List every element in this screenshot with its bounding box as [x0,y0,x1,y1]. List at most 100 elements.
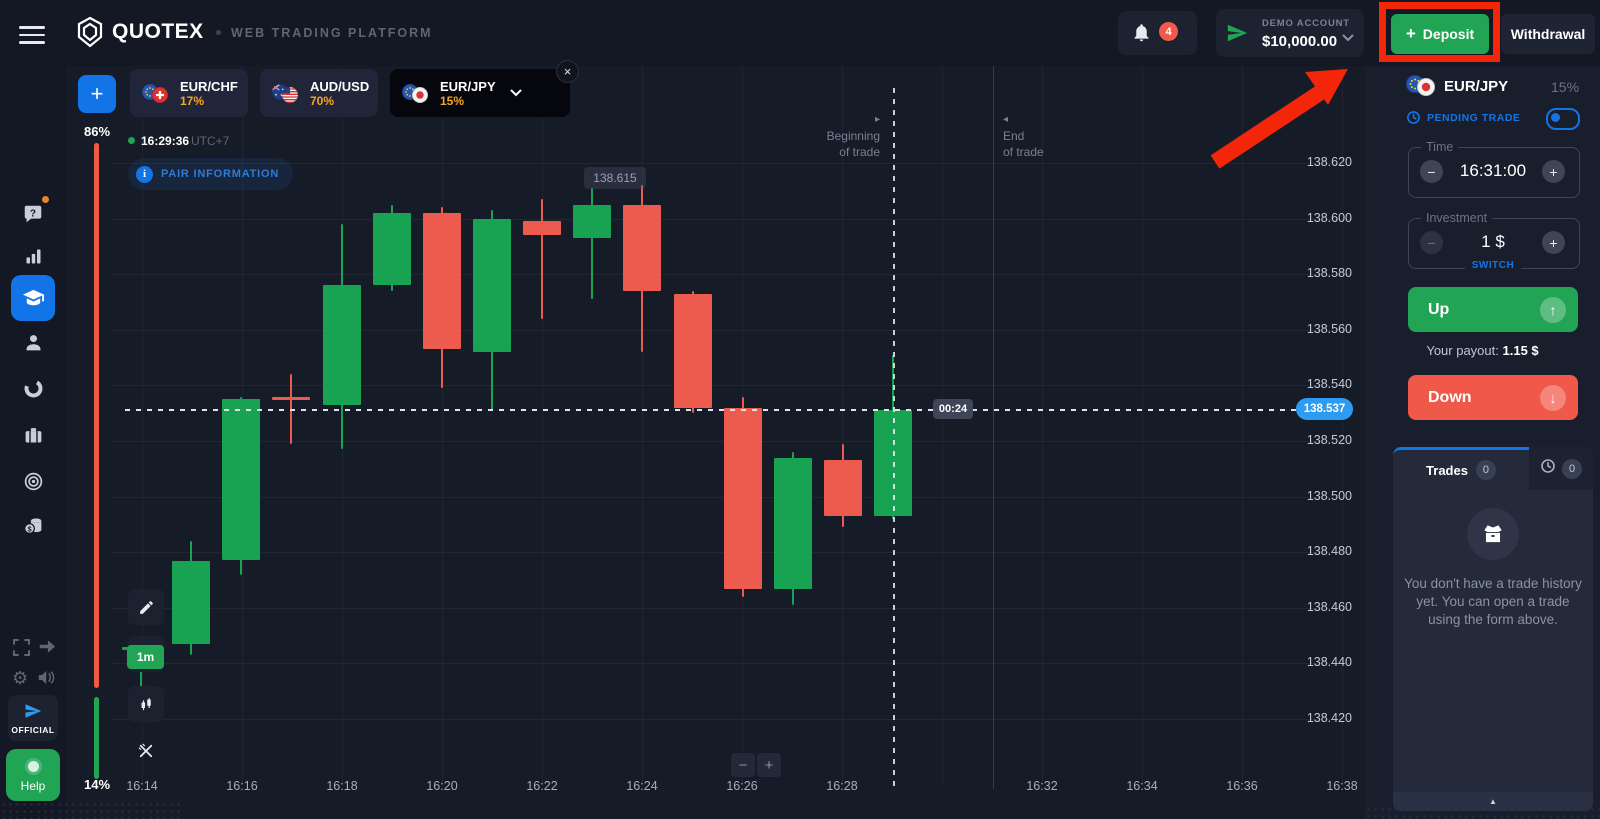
current-price-line [125,409,1355,411]
notification-dot [42,196,49,203]
gridline-horizontal [110,663,1354,664]
time-increase-button[interactable]: + [1542,160,1565,183]
candle-16:26 [724,408,762,589]
sentiment-bar-down [94,143,99,688]
panel-pair-name: EUR/JPY [1444,78,1509,95]
help-button[interactable]: Help [6,749,60,801]
deposit-button[interactable]: + Deposit [1391,14,1489,54]
account-selector[interactable]: DEMO ACCOUNT $10,000.00 [1216,9,1364,57]
withdrawal-button[interactable]: Withdrawal [1501,14,1595,54]
flag-ch-icon [151,86,168,108]
briefcase-icon [23,425,44,446]
asset-tab-AUD-USD[interactable]: AUD/USD 70% [260,69,378,117]
investment-decrease-button[interactable]: − [1420,231,1443,254]
price-tick-label: 138.600 [1306,211,1352,225]
tab-trades[interactable]: Trades 0 [1393,447,1529,490]
switch-button[interactable]: SWITCH [1465,260,1521,271]
sentiment-bar-up [94,697,99,779]
zoom-out-button[interactable]: − [731,753,755,777]
drawing-pencil-button[interactable] [128,589,164,625]
donut-chart-icon [23,378,44,399]
timeframe-badge[interactable]: 1m [127,645,164,669]
time-field-value[interactable]: 16:31:00 [1459,161,1527,180]
price-tick-label: 138.580 [1306,266,1352,280]
account-type-label: DEMO ACCOUNT [1262,18,1350,29]
gridline-vertical [942,66,943,785]
fullscreen-icon[interactable] [12,638,31,661]
flag-jp-icon [1417,78,1436,101]
sidebar-item-education[interactable] [11,275,55,321]
gridline-horizontal [110,274,1354,275]
down-button[interactable]: Down ↓ [1408,375,1578,420]
pair-information-label: PAIR INFORMATION [161,168,280,180]
chevron-down-icon [1342,29,1354,47]
asset-tab-EUR-JPY[interactable]: EUR/JPY 15% × [390,60,579,117]
time-tick-label: 16:28 [826,779,858,793]
plus-icon: + [90,81,104,106]
settings-gear-icon[interactable]: ⚙ [12,668,29,688]
current-price-pill: 138.537 [1296,398,1353,420]
official-telegram-badge[interactable]: OFFICIAL [8,695,58,741]
candle-16:25 [674,294,712,408]
sidebar-item-bonuses[interactable]: $ [11,505,55,545]
crosshair-off-button[interactable] [128,733,164,769]
end-of-trade-line [993,66,994,789]
flag-jp-icon [411,86,428,108]
up-button[interactable]: Up ↑ [1408,287,1578,332]
time-decrease-button[interactable]: − [1420,160,1443,183]
volume-icon[interactable] [38,670,56,690]
chart-type-button[interactable] [128,686,164,722]
candle-16:18 [323,285,361,405]
sidebar-item-support[interactable]: ? [11,194,55,234]
help-label: Help [20,778,46,793]
pair-flags-icon [1406,75,1440,97]
chevron-down-icon[interactable] [509,84,522,102]
time-tick-label: 16:16 [226,779,258,793]
sidebar-item-tournaments[interactable] [11,461,55,501]
add-asset-button[interactable]: + [78,75,116,113]
empty-trades-message: You don't have a trade history yet. You … [1404,576,1582,627]
arrow-down-icon: ↓ [1540,384,1566,411]
notifications-button[interactable]: 4 [1118,11,1197,55]
top-bar: QUOTEX WEB TRADING PLATFORM 4 DEMO ACCOU… [0,0,1600,66]
hamburger-menu-icon[interactable] [19,21,45,49]
time-tick-label: 16:26 [726,779,758,793]
candle-16:24 [623,205,661,291]
gridline-vertical [542,66,543,785]
sidebar-item-trades[interactable] [11,368,55,408]
session-high-label: 138.615 [584,167,646,189]
time-field-label: Time [1421,140,1459,154]
time-tick-label: 16:32 [1026,779,1058,793]
arrow-up-icon: ↑ [1540,296,1566,323]
sidebar-item-market[interactable] [11,415,55,455]
collapse-panel-arrow-icon[interactable] [38,639,56,659]
time-tick-label: 16:18 [326,779,358,793]
gridline-horizontal [110,219,1354,220]
trades-tab-label: Trades [1426,462,1468,478]
collapse-up-icon: ▲ [1489,797,1497,806]
sidebar-item-ratings[interactable] [11,236,55,276]
marker-left-icon: ◂ [1003,114,1009,125]
sidebar-item-account[interactable] [11,322,55,362]
price-tick-label: 138.440 [1306,655,1352,669]
gridline-vertical [1142,66,1143,785]
candle-wick [140,644,142,700]
investment-increase-button[interactable]: + [1542,231,1565,254]
chart-area[interactable] [66,66,1365,819]
tab-history[interactable]: 0 [1529,447,1593,490]
gridline-horizontal [110,608,1354,609]
close-asset-icon[interactable]: × [556,60,579,83]
pair-information-button[interactable]: i PAIR INFORMATION [128,158,294,190]
svg-text:$: $ [27,524,32,533]
empty-trades-box-icon [1467,508,1519,560]
asset-tab-EUR-CHF[interactable]: EUR/CHF 17% [130,69,248,117]
pending-trade-toggle[interactable] [1546,108,1580,130]
investment-field-value[interactable]: 1 $ [1481,232,1505,251]
pair-flags-icon [142,84,172,103]
asset-payout-label: 17% [180,93,205,108]
coins-icon: $ [23,515,44,536]
gridline-vertical [442,66,443,785]
zoom-in-button[interactable]: + [757,753,781,777]
candle-16:28 [824,460,862,516]
info-icon: i [136,165,153,183]
